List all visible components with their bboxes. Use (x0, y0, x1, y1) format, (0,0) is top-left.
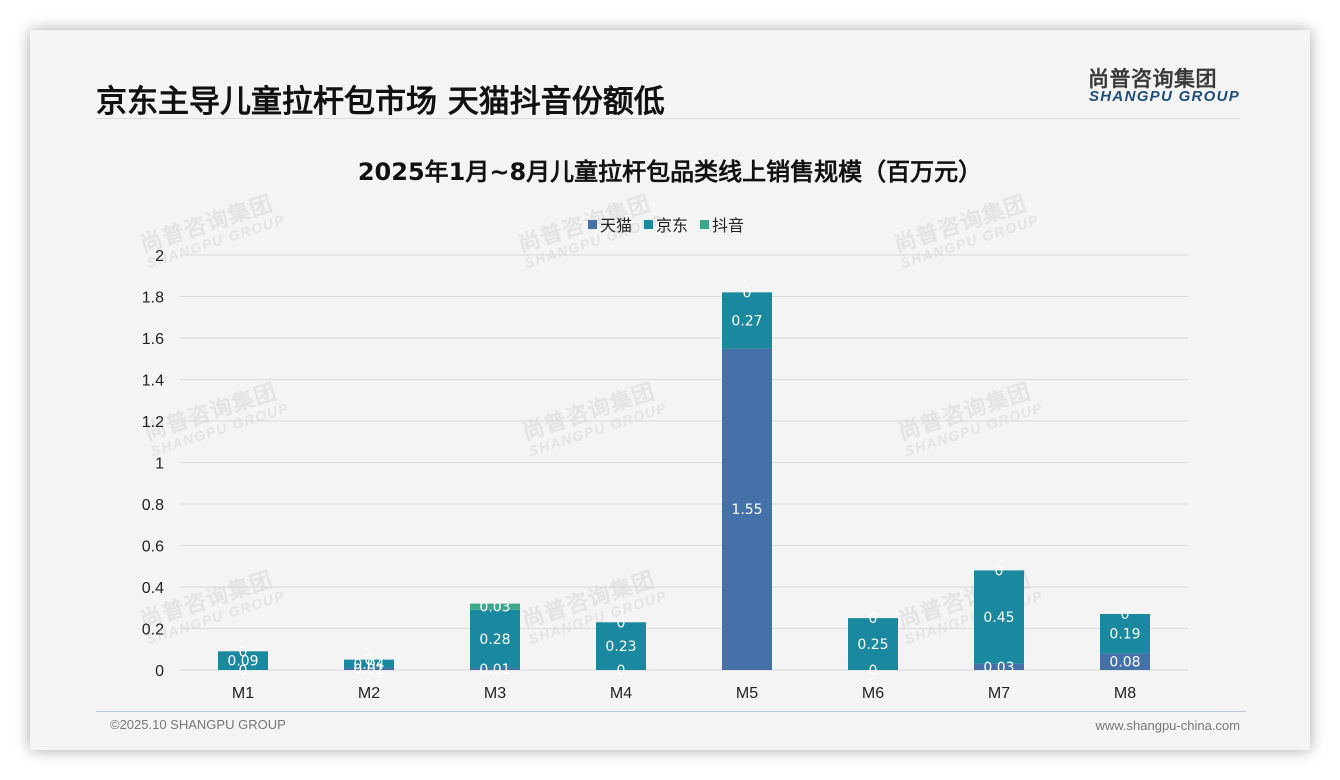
data-label: 0.03 (479, 600, 510, 616)
data-label: 0 (869, 611, 878, 627)
chart-title: 2025年1月~8月儿童拉杆包品类线上销售规模（百万元） (357, 158, 983, 186)
bar-segment-tmall (974, 663, 1024, 670)
x-tick-label: M3 (484, 685, 506, 702)
chart-legend: 天猫 京东 抖音 (588, 212, 744, 236)
bar-segment-tmall (344, 667, 394, 670)
bar-segment-jd (722, 292, 772, 349)
data-label: 0.03 (983, 660, 1014, 676)
x-tick-label: M7 (988, 685, 1010, 702)
data-label: 0.01 (353, 662, 384, 678)
x-tick-label: M5 (736, 685, 758, 702)
bar-segment-jd (344, 659, 394, 668)
legend-label-jd: 京东 (656, 216, 689, 235)
data-label: 0 (617, 663, 626, 679)
data-label: 0.08 (1109, 655, 1140, 671)
y-tick-label: 2 (155, 248, 164, 265)
y-tick-label: 0.4 (142, 580, 164, 597)
data-label: 0 (617, 615, 626, 631)
stacked-bar-chart: 00.20.40.60.811.21.41.61.8200.090M10.010… (142, 248, 1188, 702)
data-label: 0 (995, 563, 1004, 579)
legend-item-tmall: 天猫 (588, 212, 632, 236)
slide-card: 京东主导儿童拉杆包市场 天猫抖音份额低 尚普咨询集团 SHANGPU GROUP… (30, 30, 1310, 750)
y-tick-label: 1.8 (142, 290, 164, 307)
title-divider (96, 118, 1240, 119)
data-label: 0.27 (731, 313, 762, 329)
bar-segment-jd (974, 570, 1024, 664)
data-label: 0 (239, 663, 248, 679)
y-tick-label: 0.6 (142, 539, 164, 556)
bar-segment-jd (218, 651, 268, 670)
x-tick-label: M8 (1114, 685, 1136, 702)
data-label: 0.09 (227, 654, 258, 670)
legend-item-jd: 京东 (644, 212, 688, 236)
data-label: 0.28 (479, 632, 510, 648)
footer-copyright: ©2025.10 SHANGPU GROUP (110, 717, 286, 732)
bar-segment-tmall (722, 348, 772, 670)
legend-label-tmall: 天猫 (600, 216, 633, 235)
data-label: 0.04 (353, 657, 384, 673)
y-tick-label: 1 (155, 456, 164, 473)
data-label: 0 (239, 644, 248, 660)
bar-segment-jd (1100, 613, 1150, 654)
y-tick-label: 1.6 (142, 331, 164, 348)
data-label: 0.45 (983, 610, 1014, 626)
legend-swatch-douyin (700, 219, 710, 229)
y-tick-label: 1.2 (142, 414, 164, 431)
data-label: 0.19 (1109, 627, 1140, 643)
data-label: 0.25 (857, 637, 888, 653)
bar-segment-jd (848, 618, 898, 670)
data-label: 0 (743, 285, 752, 301)
page-title: 京东主导儿童拉杆包市场 天猫抖音份额低 (96, 84, 665, 120)
data-label: 1.55 (731, 502, 762, 518)
y-tick-label: 0 (155, 663, 164, 680)
legend-swatch-tmall (588, 219, 597, 229)
data-label: 0 (365, 653, 374, 669)
y-tick-label: 0.2 (142, 622, 164, 639)
data-label: 0 (1121, 607, 1130, 623)
data-label: 0.23 (605, 639, 636, 655)
x-tick-label: M1 (232, 685, 254, 702)
legend-label-douyin: 抖音 (712, 216, 745, 235)
x-tick-label: M6 (862, 685, 884, 702)
bar-segment-tmall (1100, 653, 1150, 670)
legend-swatch-jd (644, 219, 654, 229)
bar-segment-jd (596, 622, 646, 670)
logo-chinese: 尚普咨询集团 (1088, 67, 1217, 91)
data-label: 0 (869, 663, 878, 679)
bar-segment-douyin (470, 603, 520, 610)
data-label: 0.01 (479, 662, 510, 678)
y-tick-label: 1.4 (142, 373, 164, 390)
legend-item-douyin: 抖音 (700, 212, 744, 236)
x-tick-label: M4 (610, 685, 632, 702)
footer-divider (96, 711, 1246, 712)
x-tick-label: M2 (358, 685, 380, 702)
footer-website[interactable]: www.shangpu-china.com (1095, 718, 1240, 733)
bar-segment-tmall (470, 667, 520, 670)
y-tick-label: 0.8 (142, 497, 164, 514)
logo-english: SHANGPU GROUP (1089, 88, 1241, 105)
bar-segment-jd (470, 609, 520, 668)
